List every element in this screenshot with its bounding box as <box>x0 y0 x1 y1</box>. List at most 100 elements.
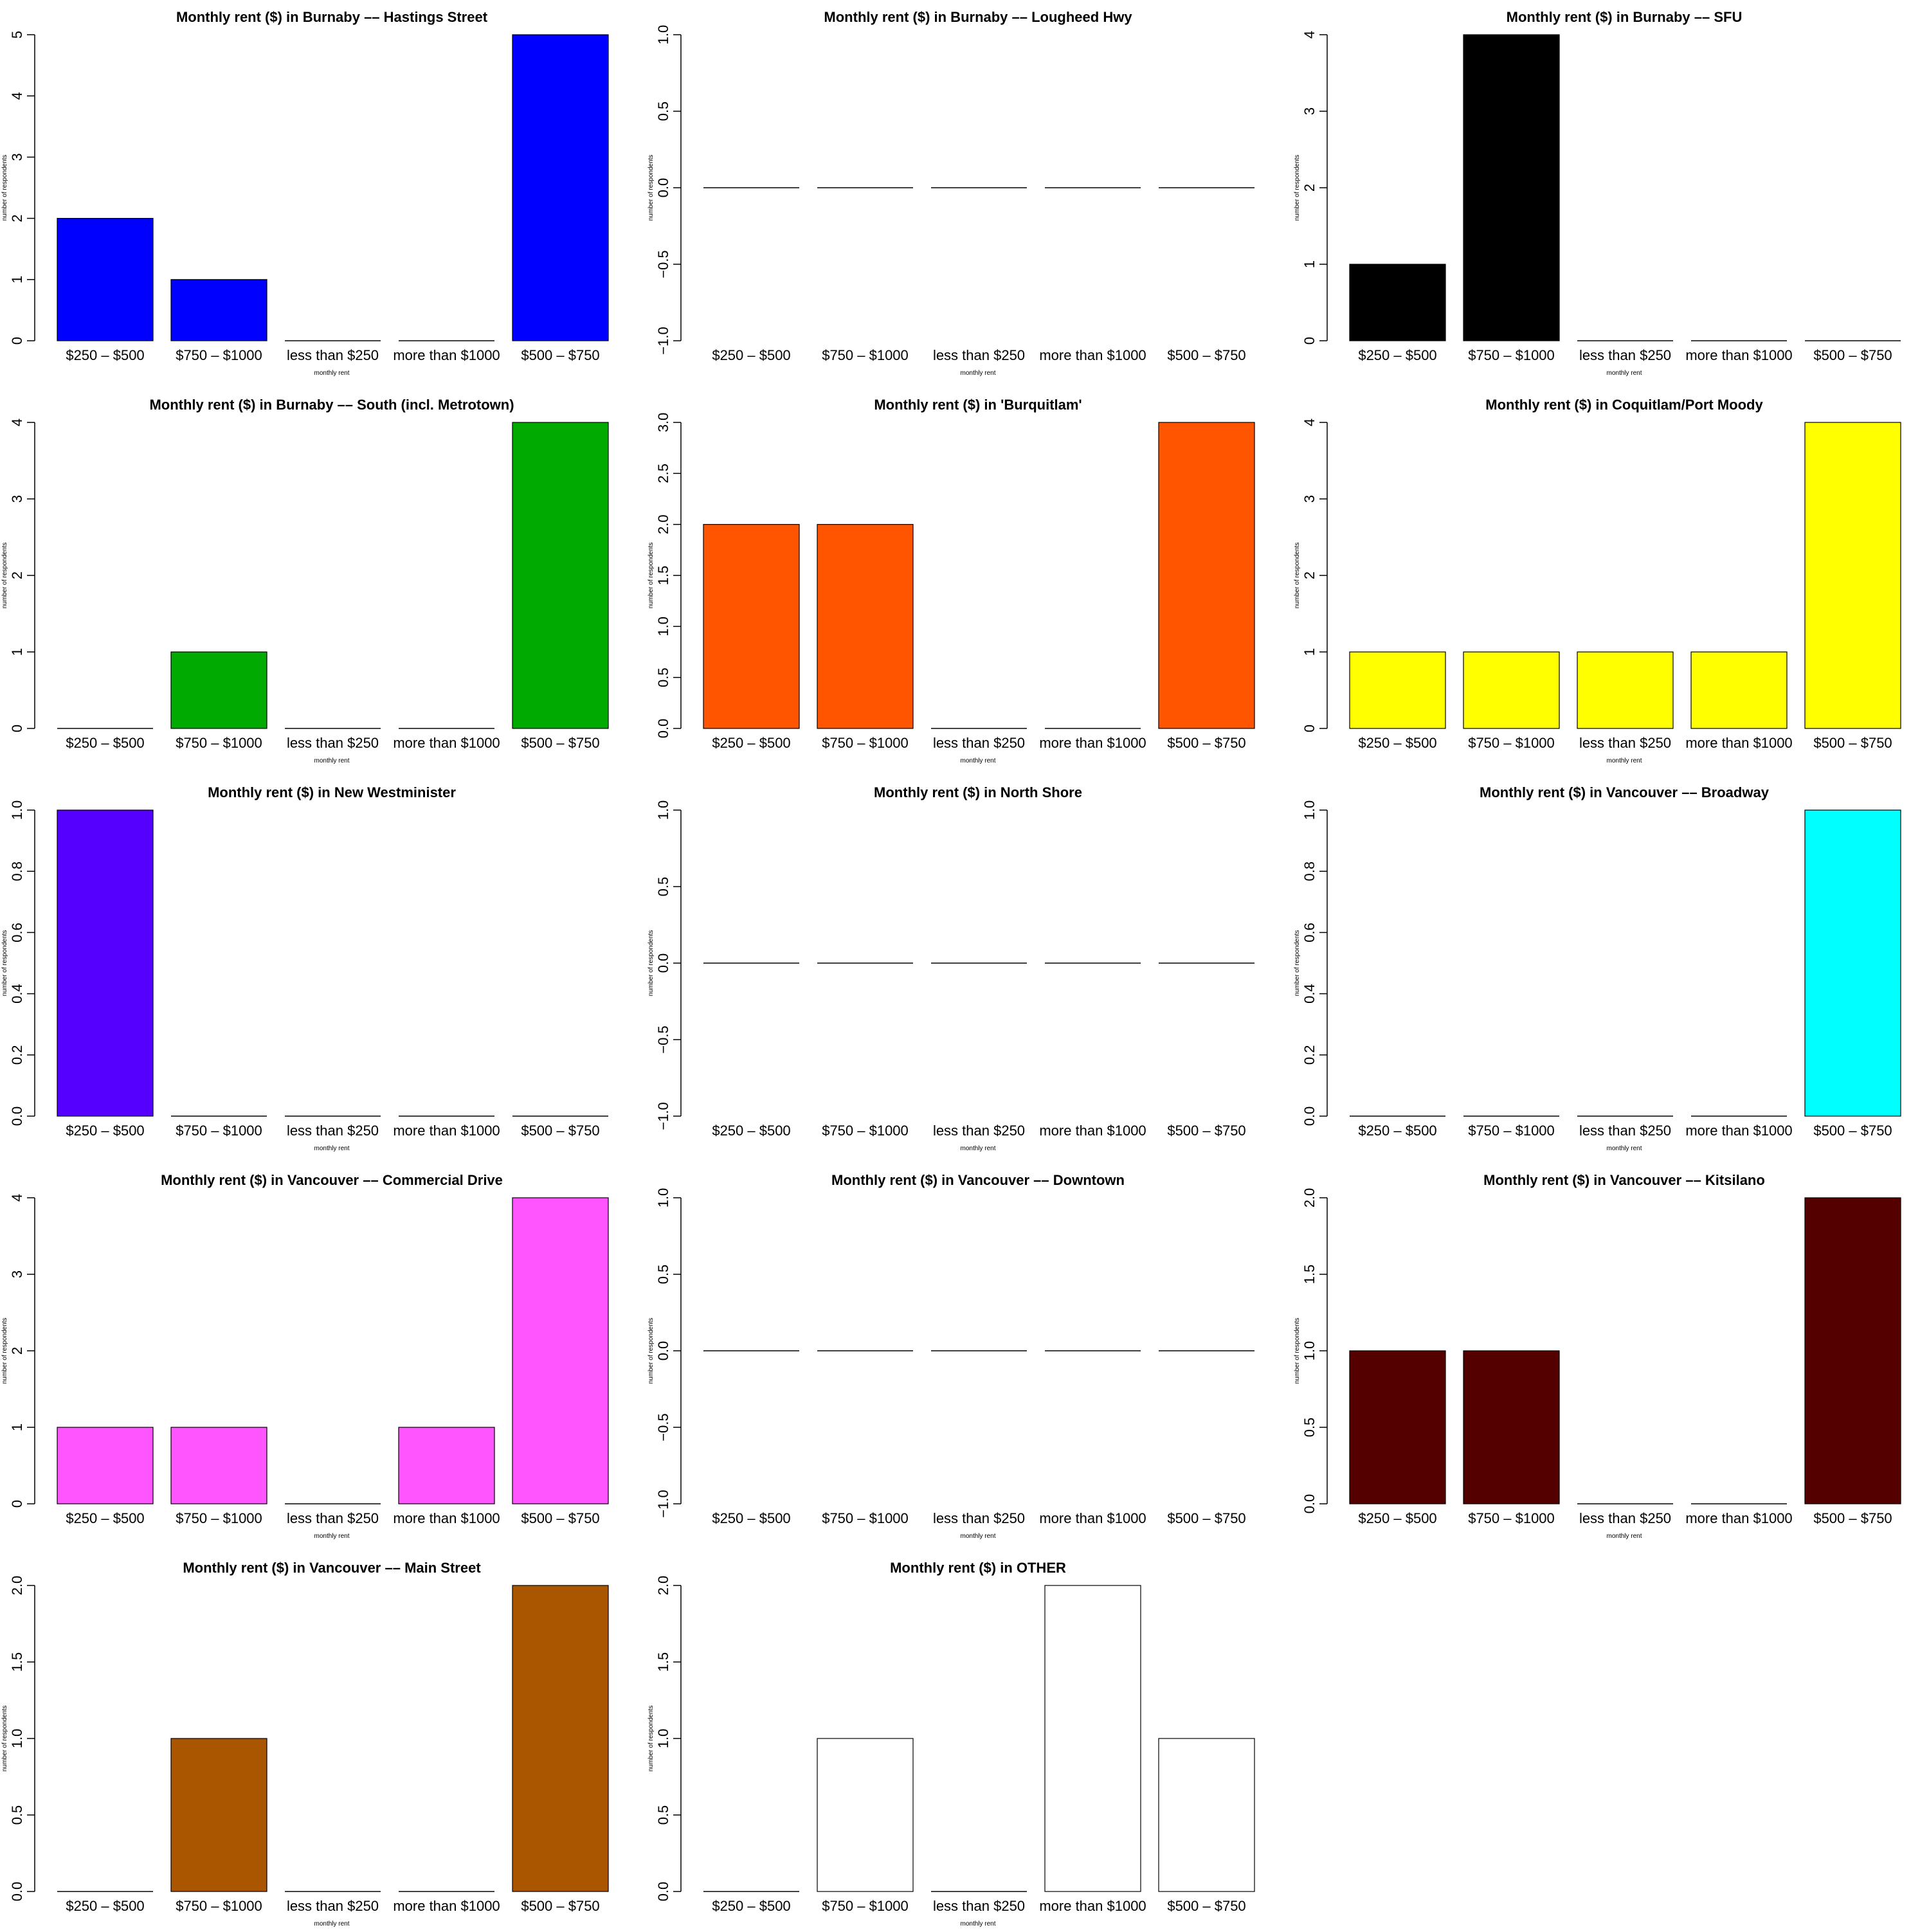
x-category-label: $250 – $500 <box>712 347 790 363</box>
y-tick-label: 0.5 <box>655 1805 671 1825</box>
x-axis-label: monthly rent <box>960 1920 995 1927</box>
x-category-label: less than $250 <box>1579 735 1671 751</box>
y-tick-label: 2 <box>1301 184 1318 192</box>
y-tick-label: 0.6 <box>1301 923 1318 943</box>
x-category-label: more than $1000 <box>1685 347 1792 363</box>
x-category-label: $750 – $1000 <box>176 1898 262 1914</box>
bar-5 <box>1158 422 1255 729</box>
y-axis-label: number of respondents <box>1294 543 1301 609</box>
x-category-label: more than $1000 <box>393 347 500 363</box>
x-category-label: less than $250 <box>933 347 1025 363</box>
chart-title: Monthly rent ($) in North Shore <box>874 784 1082 800</box>
bar-5 <box>512 1585 609 1892</box>
x-category-label: less than $250 <box>933 1898 1025 1914</box>
x-axis-label: monthly rent <box>960 1533 995 1540</box>
x-category-label: $250 – $500 <box>1358 347 1436 363</box>
y-tick-label: 0.0 <box>1301 1494 1318 1514</box>
bar-5 <box>1804 422 1901 729</box>
x-category-label: $750 – $1000 <box>822 735 909 751</box>
y-tick-label: −0.5 <box>655 1413 671 1441</box>
x-category-label: less than $250 <box>287 1510 379 1526</box>
x-category-label: more than $1000 <box>393 1123 500 1139</box>
chart-panel-8: Monthly rent ($) in North Shore −1.0 −0.5 0… <box>648 784 1254 1152</box>
x-category-label: $500 – $750 <box>1813 347 1892 363</box>
x-category-label: $250 – $500 <box>66 735 144 751</box>
x-category-label: $500 – $750 <box>1167 1898 1245 1914</box>
chart-title: Monthly rent ($) in Burnaby –– Hastings … <box>176 9 488 25</box>
y-tick-label: 4 <box>9 92 25 100</box>
x-category-label: $250 – $500 <box>66 347 144 363</box>
y-tick-label: 0.5 <box>9 1805 25 1825</box>
bar-1 <box>1349 651 1446 729</box>
y-tick-label: 1 <box>1301 260 1318 268</box>
y-axis-label: number of respondents <box>648 1706 655 1772</box>
x-category-label: $250 – $500 <box>712 735 790 751</box>
y-axis-label: number of respondents <box>648 1318 655 1384</box>
x-category-label: $500 – $750 <box>521 347 599 363</box>
chart-panel-2: Monthly rent ($) in Burnaby –– Lougheed … <box>648 9 1254 377</box>
bar-5 <box>512 1197 609 1504</box>
x-category-label: $250 – $500 <box>712 1510 790 1526</box>
y-tick-label: 0.4 <box>9 984 25 1004</box>
y-tick-label: 1.0 <box>655 1729 671 1749</box>
x-category-label: $250 – $500 <box>66 1898 144 1914</box>
y-tick-label: 0.5 <box>655 102 671 122</box>
x-category-label: more than $1000 <box>393 1898 500 1914</box>
y-tick-label: 3 <box>9 153 25 161</box>
y-tick-label: 0.0 <box>655 178 671 198</box>
bar-5 <box>512 34 609 341</box>
y-tick-label: 1.0 <box>655 617 671 636</box>
y-axis-label: number of respondents <box>1 543 8 609</box>
y-tick-label: 3 <box>9 495 25 503</box>
chart-title: Monthly rent ($) in Vancouver –– Main St… <box>183 1560 481 1576</box>
y-tick-label: 0 <box>9 337 25 345</box>
chart-panel-6: Monthly rent ($) in Coquitlam/Port Moody… <box>1294 397 1901 764</box>
y-axis-label: number of respondents <box>1 1318 8 1384</box>
x-category-label: $250 – $500 <box>1358 1510 1436 1526</box>
chart-panel-14: Monthly rent ($) in OTHER 0.0 0.5 1.0 1.5 2.0… <box>648 1560 1255 1927</box>
x-category-label: $250 – $500 <box>66 1123 144 1139</box>
y-tick-label: 0.0 <box>9 1106 25 1126</box>
bar-1 <box>703 524 800 729</box>
y-tick-label: 0.4 <box>1301 984 1318 1004</box>
x-category-label: $500 – $750 <box>1813 735 1892 751</box>
x-axis-label: monthly rent <box>960 757 995 764</box>
x-category-label: $750 – $1000 <box>822 1898 909 1914</box>
y-tick-label: 1.5 <box>655 1652 671 1672</box>
y-tick-label: 1.0 <box>9 1729 25 1749</box>
y-tick-label: 2.0 <box>9 1576 25 1596</box>
y-tick-label: 0 <box>1301 725 1318 732</box>
y-tick-label: −1.0 <box>655 1490 671 1517</box>
chart-panel-11: Monthly rent ($) in Vancouver –– Downtow… <box>648 1172 1254 1540</box>
y-axis-label: number of respondents <box>1294 1318 1301 1384</box>
y-tick-label: 0.5 <box>1301 1418 1318 1438</box>
bar-2 <box>170 651 267 729</box>
x-category-label: $750 – $1000 <box>822 347 909 363</box>
x-category-label: $250 – $500 <box>712 1898 790 1914</box>
y-tick-label: 1 <box>9 1423 25 1431</box>
x-category-label: $750 – $1000 <box>1468 1123 1555 1139</box>
y-tick-label: 1.0 <box>9 800 25 820</box>
x-category-label: less than $250 <box>1579 347 1671 363</box>
x-category-label: less than $250 <box>1579 1123 1671 1139</box>
bar-1 <box>57 218 154 341</box>
bar-5 <box>1804 1197 1901 1504</box>
y-tick-label: 0 <box>9 1500 25 1508</box>
x-category-label: $750 – $1000 <box>176 1510 262 1526</box>
y-tick-label: 2 <box>9 572 25 579</box>
x-axis-label: monthly rent <box>314 370 349 377</box>
x-category-label: $750 – $1000 <box>1468 735 1555 751</box>
x-category-label: less than $250 <box>287 1898 379 1914</box>
chart-panel-12: Monthly rent ($) in Vancouver –– Kitsila… <box>1294 1172 1901 1540</box>
x-category-label: $750 – $1000 <box>822 1510 909 1526</box>
y-tick-label: 1.0 <box>655 800 671 820</box>
y-tick-label: 3.0 <box>655 413 671 433</box>
chart-panel-3: Monthly rent ($) in Burnaby –– SFU 0 1 2 3 4 n… <box>1294 9 1901 377</box>
x-category-label: $250 – $500 <box>1358 1123 1436 1139</box>
y-tick-label: 3 <box>1301 107 1318 115</box>
x-axis-label: monthly rent <box>314 757 349 764</box>
bar-1 <box>1349 1350 1446 1504</box>
y-tick-label: 1.5 <box>9 1652 25 1672</box>
bar-4 <box>1690 651 1788 729</box>
